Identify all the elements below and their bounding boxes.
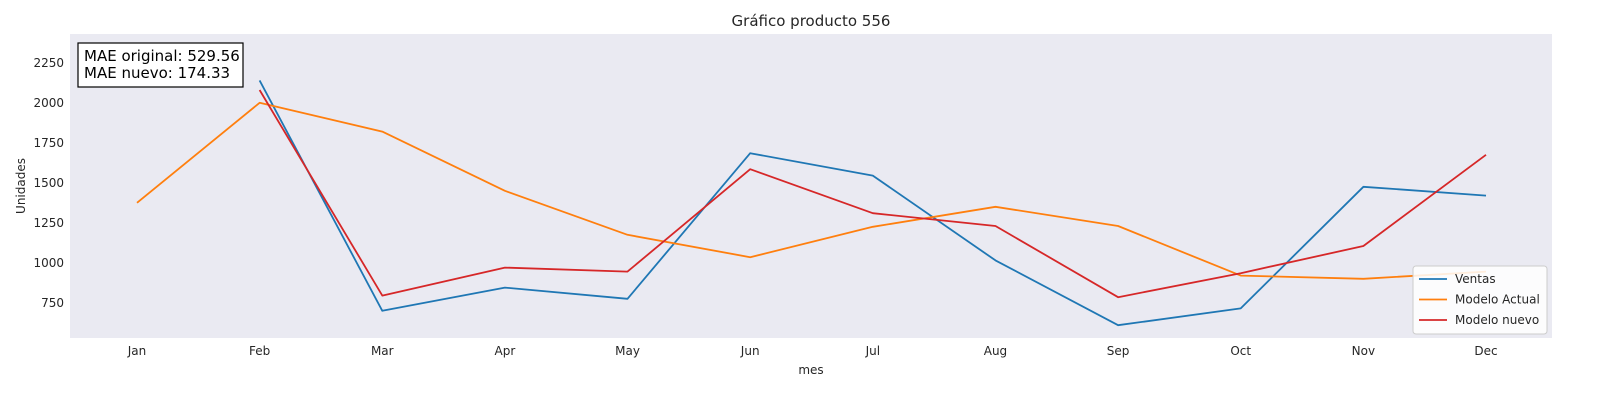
x-tick-label: Oct — [1230, 344, 1251, 358]
legend-label-modelo-actual: Modelo Actual — [1455, 293, 1540, 307]
x-tick-label: Jun — [740, 344, 760, 358]
y-tick-label: 2250 — [33, 56, 64, 70]
x-tick-label: May — [615, 344, 640, 358]
chart-legend: Ventas Modelo Actual Modelo nuevo — [1412, 265, 1548, 335]
series-line-modelo-actual — [136, 101, 1487, 280]
series-layer — [136, 79, 1487, 327]
mae-original-text: MAE original: 529.56 — [84, 47, 240, 65]
x-tick-label: Aug — [984, 344, 1007, 358]
y-axis-ticks: 750 1000 1250 1500 1750 2000 2250 — [33, 56, 64, 310]
y-tick-label: 1500 — [33, 176, 64, 190]
x-axis-label: mes — [798, 363, 823, 377]
y-tick-label: 1250 — [33, 216, 64, 230]
legend-label-ventas: Ventas — [1455, 272, 1496, 286]
x-tick-label: Jan — [127, 344, 147, 358]
x-tick-label: Nov — [1352, 344, 1375, 358]
legend-frame — [1412, 265, 1548, 335]
y-tick-label: 1750 — [33, 136, 64, 150]
legend-label-modelo-nuevo: Modelo nuevo — [1455, 313, 1539, 327]
mae-annotation-box — [77, 42, 244, 88]
x-axis-ticks: Jan Feb Mar Apr May Jun Jul Aug Sep Oct Nov Dec — [127, 344, 1498, 358]
y-tick-label: 1000 — [33, 256, 64, 270]
x-tick-label: Jul — [865, 344, 880, 358]
plot-area — [70, 34, 1552, 338]
mae-new-text: MAE nuevo: 174.33 — [84, 64, 230, 82]
x-tick-label: Dec — [1474, 344, 1497, 358]
x-tick-label: Apr — [495, 344, 516, 358]
y-tick-label: 750 — [41, 296, 64, 310]
series-line-modelo-nuevo — [258, 89, 1487, 299]
y-axis-label: Unidades — [14, 158, 28, 214]
x-tick-label: Mar — [371, 344, 394, 358]
x-tick-label: Feb — [249, 344, 270, 358]
chart-title: Gráfico producto 556 — [732, 12, 891, 30]
x-tick-label: Sep — [1107, 344, 1130, 358]
mae-annotation: MAE original: 529.56 MAE nuevo: 174.33 — [77, 42, 244, 88]
series-line-ventas — [258, 79, 1487, 327]
y-tick-label: 2000 — [33, 96, 64, 110]
